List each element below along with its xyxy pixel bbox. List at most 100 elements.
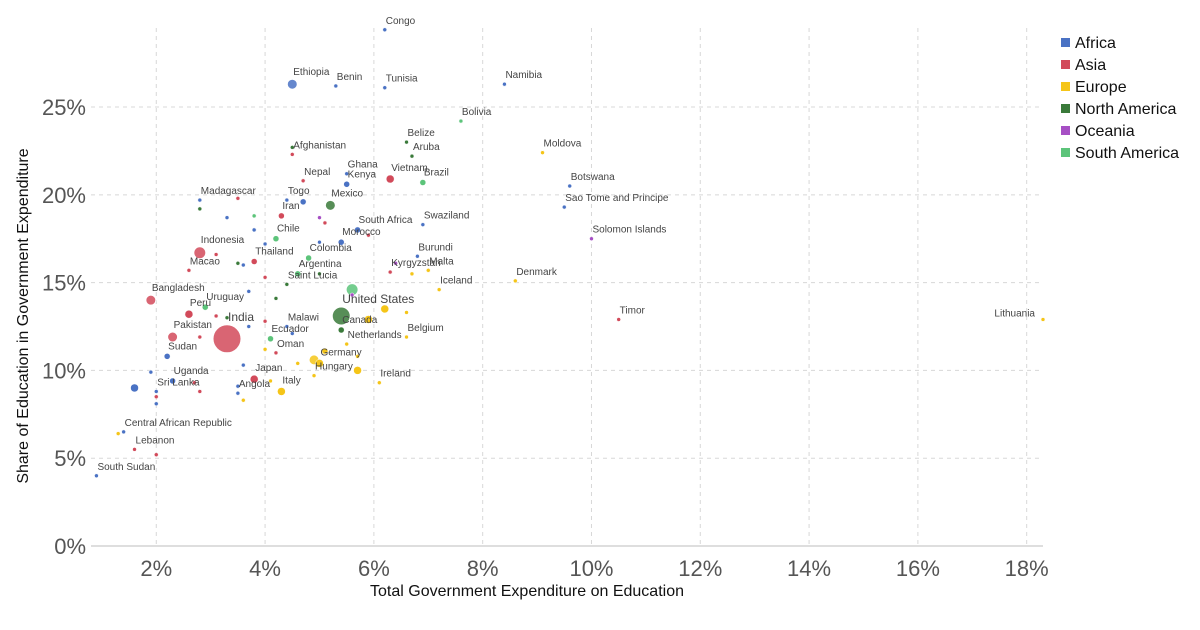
data-point[interactable] xyxy=(364,315,373,324)
data-point[interactable] xyxy=(192,380,197,385)
data-point[interactable] xyxy=(354,226,361,234)
legend-item[interactable]: Asia xyxy=(1061,57,1106,74)
data-point[interactable] xyxy=(224,315,230,320)
data-point[interactable] xyxy=(317,239,322,245)
data-point[interactable] xyxy=(262,241,268,247)
data-point[interactable] xyxy=(241,398,246,403)
data-point[interactable] xyxy=(241,262,246,268)
data-point[interactable] xyxy=(385,174,395,184)
legend-item[interactable]: Europe xyxy=(1061,79,1127,96)
data-point[interactable] xyxy=(250,258,258,265)
data-point[interactable] xyxy=(513,278,518,284)
data-point[interactable] xyxy=(355,354,360,359)
data-point[interactable] xyxy=(169,377,176,385)
data-point[interactable] xyxy=(377,380,382,385)
data-point[interactable] xyxy=(145,294,157,306)
data-point[interactable] xyxy=(404,334,409,340)
data-point[interactable] xyxy=(331,306,351,326)
data-point[interactable] xyxy=(224,215,230,220)
data-point[interactable] xyxy=(299,198,307,206)
data-point[interactable] xyxy=(251,213,257,219)
data-point[interactable] xyxy=(415,254,420,259)
data-point[interactable] xyxy=(353,366,362,375)
data-point[interactable] xyxy=(343,181,350,188)
data-point[interactable] xyxy=(290,152,295,157)
data-point[interactable] xyxy=(295,361,300,366)
data-point[interactable] xyxy=(272,235,280,242)
data-point[interactable] xyxy=(317,271,322,277)
data-point[interactable] xyxy=(290,145,295,150)
data-point[interactable] xyxy=(277,387,286,396)
data-point[interactable] xyxy=(212,324,242,354)
legend-item[interactable]: Africa xyxy=(1061,35,1116,52)
data-point[interactable] xyxy=(251,227,257,233)
data-point[interactable] xyxy=(197,197,203,203)
data-point[interactable] xyxy=(419,179,427,186)
data-point[interactable] xyxy=(193,246,207,260)
data-point[interactable] xyxy=(167,331,179,343)
data-point[interactable] xyxy=(154,452,159,457)
data-point[interactable] xyxy=(213,313,219,319)
data-point[interactable] xyxy=(567,183,572,189)
data-point[interactable] xyxy=(235,383,241,389)
data-point[interactable] xyxy=(286,78,298,90)
data-point[interactable] xyxy=(278,212,285,220)
data-point[interactable] xyxy=(562,204,567,210)
data-point[interactable] xyxy=(273,350,279,356)
data-point[interactable] xyxy=(315,359,324,368)
data-point[interactable] xyxy=(540,150,545,155)
data-point[interactable] xyxy=(197,206,203,212)
data-point[interactable] xyxy=(273,296,279,301)
data-point[interactable] xyxy=(268,378,273,384)
data-point[interactable] xyxy=(197,389,203,394)
data-point[interactable] xyxy=(201,303,209,311)
data-point[interactable] xyxy=(382,85,388,90)
data-point[interactable] xyxy=(502,81,507,87)
data-point[interactable] xyxy=(321,347,329,355)
data-point[interactable] xyxy=(409,153,415,159)
data-point[interactable] xyxy=(366,232,371,238)
data-point[interactable] xyxy=(262,347,268,352)
data-point[interactable] xyxy=(235,261,241,266)
data-point[interactable] xyxy=(235,390,241,396)
data-point[interactable] xyxy=(294,270,301,278)
data-point[interactable] xyxy=(115,431,121,436)
data-point[interactable] xyxy=(426,268,431,273)
data-point[interactable] xyxy=(154,389,159,394)
data-point[interactable] xyxy=(284,282,290,287)
data-point[interactable] xyxy=(317,215,322,220)
data-point[interactable] xyxy=(387,269,393,275)
data-point[interactable] xyxy=(344,171,349,176)
data-point[interactable] xyxy=(589,236,594,241)
data-point[interactable] xyxy=(324,199,336,211)
data-point[interactable] xyxy=(154,401,159,407)
data-point[interactable] xyxy=(154,394,159,399)
data-point[interactable] xyxy=(404,310,409,315)
data-point[interactable] xyxy=(262,275,268,280)
data-point[interactable] xyxy=(382,27,388,33)
data-point[interactable] xyxy=(197,334,203,340)
data-point[interactable] xyxy=(130,383,139,393)
data-point[interactable] xyxy=(333,83,339,89)
data-point[interactable] xyxy=(284,197,290,203)
data-point[interactable] xyxy=(420,222,426,227)
legend-item[interactable]: South America xyxy=(1061,145,1179,162)
data-point[interactable] xyxy=(213,252,219,257)
data-point[interactable] xyxy=(94,473,99,479)
data-point[interactable] xyxy=(246,289,252,294)
data-point[interactable] xyxy=(337,326,345,334)
data-point[interactable] xyxy=(344,341,349,347)
legend-item[interactable]: Oceania xyxy=(1061,123,1135,140)
data-point[interactable] xyxy=(148,369,154,375)
data-point[interactable] xyxy=(290,331,295,336)
data-point[interactable] xyxy=(235,196,241,201)
data-point[interactable] xyxy=(1040,317,1046,322)
data-point[interactable] xyxy=(132,447,137,452)
data-point[interactable] xyxy=(393,261,398,266)
data-point[interactable] xyxy=(409,271,415,277)
data-point[interactable] xyxy=(284,324,290,329)
data-point[interactable] xyxy=(241,362,246,368)
data-point[interactable] xyxy=(349,292,355,298)
legend-item[interactable]: North America xyxy=(1061,101,1176,118)
data-point[interactable] xyxy=(380,304,390,314)
